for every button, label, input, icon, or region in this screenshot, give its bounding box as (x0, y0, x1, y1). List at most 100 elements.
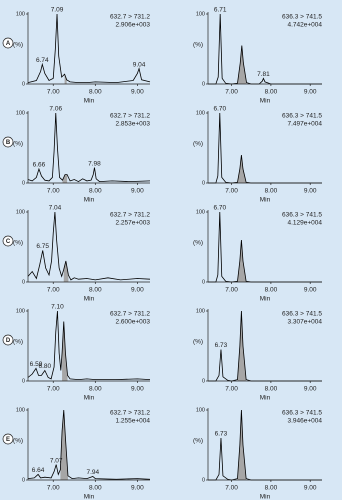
panel-badge (2, 433, 14, 445)
shaded-peak (62, 174, 68, 183)
y-tick-label: 0 (22, 81, 25, 87)
x-tick-label: 7.00 (225, 188, 238, 195)
x-tick-label: 8.00 (89, 485, 102, 492)
x-tick-label: 8.00 (265, 89, 278, 96)
x-axis-label: Min (84, 395, 95, 402)
y-tick-label: 100 (196, 407, 205, 413)
x-axis-label: Min (84, 494, 95, 500)
y-tick-label: 0 (22, 180, 25, 186)
shaded-peak (60, 410, 68, 480)
intensity: 3.946e+004 (287, 418, 322, 425)
shaded-peak (62, 321, 68, 381)
x-tick-label: 7.00 (225, 386, 238, 393)
panel-badge (2, 334, 14, 346)
transition: 632.7 > 731.2 (110, 212, 150, 219)
panel-label: C (6, 239, 11, 245)
x-tick-label: 9.00 (131, 386, 144, 393)
intensity: 2.257e+003 (115, 220, 150, 227)
peak-label: 6.73 (215, 342, 228, 349)
peak-label: 7.06 (49, 106, 62, 113)
x-axis-label: Min (260, 197, 271, 204)
intensity: 2.600e+003 (115, 319, 150, 326)
y-axis-label: (%) (193, 240, 203, 247)
x-tick-label: 8.00 (89, 188, 102, 195)
peak-label: 7.81 (257, 71, 270, 78)
peak-label: 6.71 (214, 7, 227, 14)
x-tick-label: 9.00 (304, 485, 317, 492)
x-tick-label: 9.00 (131, 485, 144, 492)
shaded-peak (237, 45, 247, 84)
y-axis-label: (%) (193, 438, 203, 445)
x-axis-label: Min (84, 197, 95, 204)
intensity: 2.853e+003 (115, 121, 150, 128)
x-tick-label: 7.00 (225, 485, 238, 492)
shaded-peak (237, 155, 247, 183)
trace (27, 13, 151, 84)
y-tick-label: 100 (196, 209, 205, 215)
y-axis-label: (%) (13, 438, 23, 445)
peak-label: 7.98 (88, 160, 101, 167)
transition: 636.3 > 741.5 (282, 410, 322, 417)
x-axis-label: Min (84, 296, 95, 303)
peak-label: 7.94 (86, 469, 99, 476)
x-axis-label: Min (260, 296, 271, 303)
y-tick-label: 0 (202, 180, 205, 186)
x-tick-label: 8.00 (265, 287, 278, 294)
y-tick-label: 0 (202, 81, 205, 87)
panel-badge (2, 235, 14, 247)
x-axis-label: Min (260, 395, 271, 402)
trace (27, 112, 151, 183)
x-axis-label: Min (260, 494, 271, 500)
x-tick-label: 9.00 (131, 188, 144, 195)
x-tick-label: 8.00 (89, 386, 102, 393)
peak-label: 6.80 (38, 363, 51, 370)
x-axis-label: Min (84, 98, 95, 105)
panel-label: A (6, 41, 11, 47)
x-tick-label: 8.00 (265, 386, 278, 393)
transition: 632.7 > 731.2 (110, 311, 150, 318)
trace (208, 13, 322, 85)
peak-label: 6.66 (33, 162, 46, 169)
trace (27, 211, 151, 281)
x-tick-label: 9.00 (304, 287, 317, 294)
shaded-peak (237, 311, 247, 381)
peak-label: 6.64 (32, 467, 45, 474)
y-axis-label: (%) (13, 240, 23, 247)
transition: 636.3 > 741.5 (282, 212, 322, 219)
x-tick-label: 9.00 (304, 89, 317, 96)
transition: 632.7 > 731.2 (110, 113, 150, 120)
x-tick-label: 7.00 (47, 485, 60, 492)
x-tick-label: 9.00 (304, 188, 317, 195)
peak-label: 6.73 (215, 431, 228, 438)
y-tick-label: 100 (196, 308, 205, 314)
y-tick-label: 100 (196, 110, 205, 116)
transition: 632.7 > 731.2 (110, 410, 150, 417)
y-axis-label: (%) (193, 42, 203, 49)
peak-label: 7.07 (50, 457, 63, 464)
x-tick-label: 9.00 (131, 89, 144, 96)
y-axis-label: (%) (193, 339, 203, 346)
panel-badge (2, 37, 14, 49)
transition: 636.3 > 741.5 (282, 14, 322, 21)
peak-label: 6.74 (36, 57, 49, 64)
peak-label: 7.04 (49, 205, 62, 212)
y-tick-label: 100 (16, 110, 25, 116)
intensity: 4.129e+004 (287, 220, 322, 227)
peak-label: 6.70 (213, 106, 226, 113)
x-tick-label: 8.00 (265, 485, 278, 492)
x-tick-label: 8.00 (265, 188, 278, 195)
x-tick-label: 7.00 (47, 386, 60, 393)
panel-label: D (6, 338, 11, 344)
x-tick-label: 7.00 (225, 287, 238, 294)
intensity: 2.906e+003 (115, 22, 150, 29)
y-tick-label: 100 (16, 209, 25, 215)
transition: 636.3 > 741.5 (282, 311, 322, 318)
transition: 636.3 > 741.5 (282, 113, 322, 120)
y-axis-label: (%) (13, 42, 23, 49)
intensity: 7.497e+004 (287, 121, 322, 128)
transition: 632.7 > 731.2 (110, 14, 150, 21)
x-axis-label: Min (260, 98, 271, 105)
panel-label: E (6, 437, 10, 443)
panel-badge (2, 136, 14, 148)
